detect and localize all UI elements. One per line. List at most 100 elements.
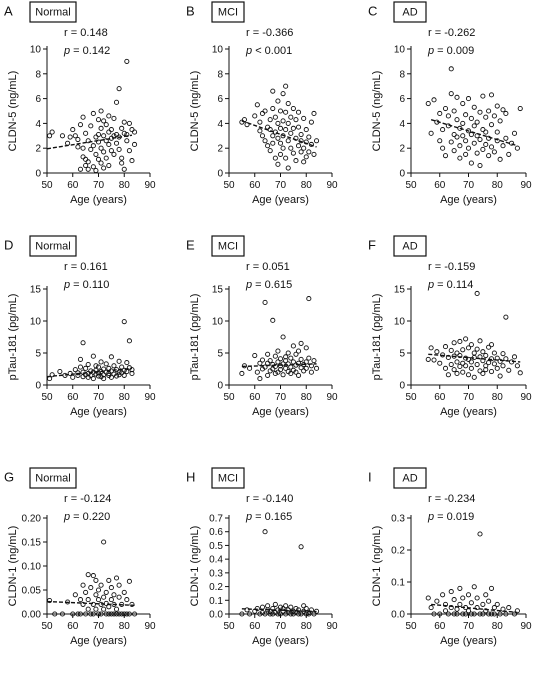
- data-point: [442, 344, 449, 350]
- group-label: Normal: [35, 472, 70, 484]
- y-tick-label: 6: [35, 94, 41, 105]
- x-tick-label: 80: [301, 621, 313, 632]
- data-point: [486, 344, 492, 350]
- data-point: [437, 138, 443, 144]
- data-point: [474, 119, 480, 125]
- data-point: [451, 132, 457, 138]
- x-tick-label: 60: [249, 621, 261, 632]
- x-tick-label: 70: [275, 621, 287, 632]
- data-point: [463, 151, 469, 157]
- data-point: [126, 338, 132, 344]
- data-point: [295, 124, 302, 130]
- data-point: [108, 127, 114, 133]
- y-axis-label: pTau-181 (pg/mL): [371, 294, 383, 381]
- data-point: [257, 128, 263, 134]
- data-point: [111, 151, 117, 157]
- p-separator: =: [70, 279, 83, 291]
- data-point: [454, 606, 460, 612]
- data-point: [451, 148, 457, 154]
- data-point: [101, 606, 107, 612]
- y-axis-label: pTau-181 (pg/mL): [189, 294, 201, 381]
- data-point: [277, 151, 284, 157]
- data-point: [90, 611, 96, 617]
- data-point: [101, 165, 107, 171]
- r-value: r = -0.262: [428, 27, 475, 39]
- data-point: [311, 110, 317, 117]
- x-axis-label: Age (years): [440, 194, 497, 206]
- data-point: [483, 592, 489, 598]
- data-point: [477, 163, 483, 169]
- p-number: 0.165: [265, 511, 293, 523]
- data-point: [448, 91, 454, 97]
- p-value: p = 0.165: [245, 511, 292, 523]
- data-point: [93, 167, 99, 174]
- data-point: [90, 164, 96, 170]
- data-points: [239, 529, 320, 617]
- x-tick-label: 70: [275, 392, 287, 403]
- data-point: [247, 611, 253, 617]
- data-point: [275, 135, 281, 141]
- group-label: AD: [402, 240, 417, 252]
- data-point: [93, 606, 99, 612]
- panel-letter: E: [186, 237, 195, 252]
- data-point: [277, 367, 284, 373]
- y-tick-label: 0: [35, 169, 41, 180]
- x-tick-label: 50: [41, 180, 53, 191]
- data-point: [491, 611, 497, 617]
- data-point: [77, 597, 84, 603]
- data-point: [95, 364, 102, 370]
- data-point: [457, 353, 463, 359]
- data-point: [293, 117, 299, 123]
- data-point: [454, 611, 460, 617]
- data-point: [75, 611, 81, 617]
- data-point: [285, 138, 291, 144]
- data-point: [491, 350, 497, 356]
- p-value: p = 0.009: [427, 45, 474, 57]
- data-point: [434, 349, 440, 355]
- data-point: [257, 611, 263, 617]
- r-value: r = -0.140: [246, 493, 293, 505]
- data-point: [301, 368, 307, 374]
- p-value: p = 0.114: [427, 279, 473, 291]
- p-value: p = 0.220: [63, 511, 110, 523]
- y-axis-label: pTau-181 (pg/mL): [7, 294, 19, 381]
- data-point: [463, 336, 469, 342]
- data-point: [293, 351, 299, 357]
- data-point: [280, 608, 286, 614]
- data-point: [451, 611, 457, 617]
- data-point: [101, 376, 107, 382]
- y-tick-label: 5: [35, 349, 41, 360]
- data-point: [77, 122, 84, 128]
- data-point: [119, 611, 125, 617]
- p-symbol: p: [427, 511, 434, 523]
- data-point: [483, 141, 489, 148]
- y-tick-label: 0: [399, 381, 405, 392]
- data-point: [471, 611, 477, 617]
- data-point: [500, 143, 506, 149]
- data-point: [514, 608, 520, 614]
- data-point: [298, 611, 304, 617]
- data-point: [468, 342, 474, 348]
- x-tick-label: 50: [223, 392, 235, 403]
- data-point: [83, 611, 89, 617]
- data-point: [80, 145, 86, 151]
- data-point: [88, 123, 94, 129]
- x-tick-label: 90: [520, 621, 532, 632]
- panel-letter: C: [368, 3, 377, 18]
- r-value: r = -0.159: [428, 261, 475, 273]
- data-point: [497, 373, 503, 379]
- x-tick-label: 60: [67, 621, 79, 632]
- r-value: r = -0.366: [246, 27, 293, 39]
- data-point: [280, 334, 286, 340]
- data-point: [129, 158, 135, 164]
- trend-line: [46, 600, 135, 607]
- data-point: [288, 355, 294, 361]
- data-point: [106, 141, 112, 148]
- data-point: [70, 611, 76, 617]
- x-axis-label: Age (years): [252, 406, 309, 418]
- group-label-box: [211, 1, 245, 23]
- data-points: [47, 58, 138, 174]
- data-point: [259, 133, 266, 139]
- x-tick-label: 70: [463, 180, 475, 191]
- data-point: [95, 370, 102, 376]
